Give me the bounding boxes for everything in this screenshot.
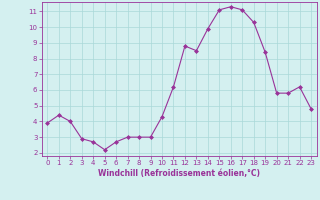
X-axis label: Windchill (Refroidissement éolien,°C): Windchill (Refroidissement éolien,°C): [98, 169, 260, 178]
